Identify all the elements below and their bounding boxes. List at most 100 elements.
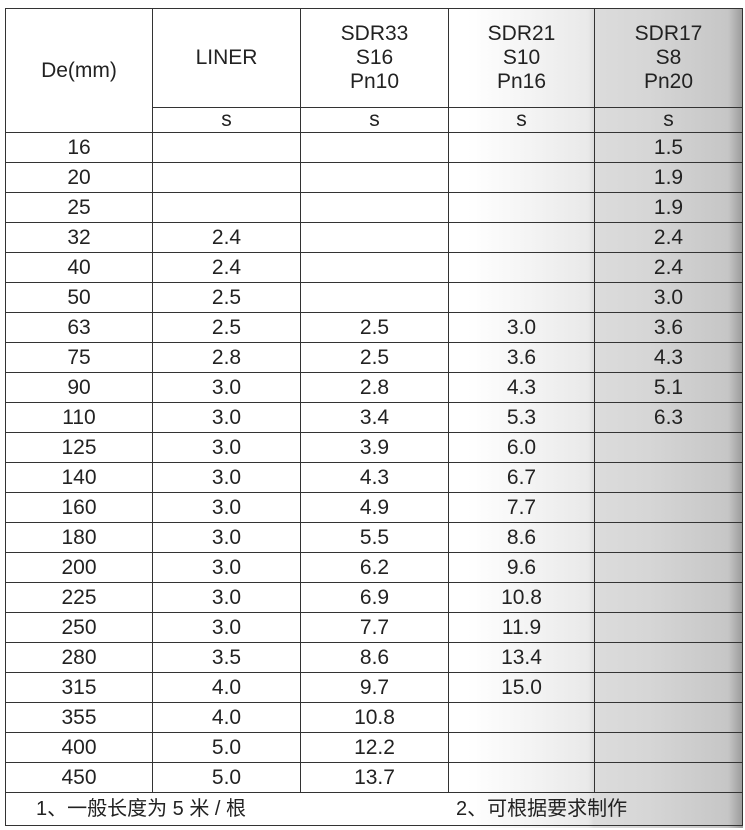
- table-row: 200 3.0 6.2 9.6: [5, 552, 743, 583]
- s-label: S16: [355, 46, 394, 69]
- cell-de: 315: [5, 672, 153, 703]
- cell-de: 110: [5, 402, 153, 433]
- cell-sdr17: [594, 522, 743, 553]
- cell-sdr21: 3.0: [448, 312, 595, 343]
- cell-sdr33: 6.9: [300, 582, 449, 613]
- cell-sdr21: 13.4: [448, 642, 595, 673]
- table-row: 110 3.0 3.4 5.3 6.3: [5, 402, 743, 433]
- cell-liner: 4.0: [152, 672, 301, 703]
- cell-de: 40: [5, 252, 153, 283]
- sdr-label: SDR21: [487, 22, 556, 45]
- footer-notes: 1、一般长度为 5 米 / 根 2、可根据要求制作: [5, 792, 743, 826]
- cell-sdr17: 2.4: [594, 222, 743, 253]
- cell-de: 63: [5, 312, 153, 343]
- cell-sdr33: [300, 132, 449, 163]
- cell-sdr17: 1.9: [594, 162, 743, 193]
- table-row: 355 4.0 10.8: [5, 702, 743, 733]
- cell-sdr33: 10.8: [300, 702, 449, 733]
- cell-sdr21: 15.0: [448, 672, 595, 703]
- pn-label: Pn20: [643, 70, 694, 93]
- cell-liner: 2.8: [152, 342, 301, 373]
- cell-de: 50: [5, 282, 153, 313]
- cell-sdr21: [448, 162, 595, 193]
- header-sdr33: SDR33 S16 Pn10: [300, 8, 449, 108]
- cell-sdr33: 4.9: [300, 492, 449, 523]
- cell-liner: 3.0: [152, 402, 301, 433]
- cell-sdr21: [448, 252, 595, 283]
- cell-de: 200: [5, 552, 153, 583]
- cell-de: 90: [5, 372, 153, 403]
- cell-sdr21: 4.3: [448, 372, 595, 403]
- cell-sdr17: 1.9: [594, 192, 743, 223]
- table-row: 400 5.0 12.2: [5, 732, 743, 763]
- table-row: 450 5.0 13.7: [5, 762, 743, 793]
- header-liner: LINER: [152, 8, 301, 108]
- table-row: 16 1.5: [5, 132, 743, 163]
- cell-sdr33: [300, 252, 449, 283]
- cell-sdr21: [448, 762, 595, 793]
- cell-sdr21: [448, 282, 595, 313]
- note-custom: 2、可根据要求制作: [456, 798, 628, 820]
- cell-sdr21: [448, 132, 595, 163]
- cell-de: 160: [5, 492, 153, 523]
- cell-sdr21: 7.7: [448, 492, 595, 523]
- cell-liner: 3.0: [152, 372, 301, 403]
- table-row: 50 2.5 3.0: [5, 282, 743, 313]
- table-row: 280 3.5 8.6 13.4: [5, 642, 743, 673]
- cell-sdr33: 8.6: [300, 642, 449, 673]
- cell-sdr33: 3.4: [300, 402, 449, 433]
- table-row: 25 1.9: [5, 192, 743, 223]
- cell-liner: 5.0: [152, 762, 301, 793]
- table-row: 75 2.8 2.5 3.6 4.3: [5, 342, 743, 373]
- cell-sdr33: 3.9: [300, 432, 449, 463]
- cell-de: 20: [5, 162, 153, 193]
- table-row: 125 3.0 3.9 6.0: [5, 432, 743, 463]
- pn-label: Pn10: [349, 70, 400, 93]
- table-row: 63 2.5 2.5 3.0 3.6: [5, 312, 743, 343]
- cell-de: 140: [5, 462, 153, 493]
- cell-sdr17: 3.0: [594, 282, 743, 313]
- cell-sdr33: 5.5: [300, 522, 449, 553]
- cell-liner: 3.0: [152, 552, 301, 583]
- cell-sdr33: [300, 192, 449, 223]
- cell-sdr33: [300, 222, 449, 253]
- cell-sdr33: [300, 162, 449, 193]
- cell-liner: 2.5: [152, 312, 301, 343]
- cell-sdr17: [594, 492, 743, 523]
- sdr-label: SDR17: [634, 22, 703, 45]
- table-row: 32 2.4 2.4: [5, 222, 743, 253]
- cell-liner: [152, 132, 301, 163]
- cell-de: 225: [5, 582, 153, 613]
- cell-sdr33: 4.3: [300, 462, 449, 493]
- cell-liner: 2.4: [152, 222, 301, 253]
- cell-sdr21: [448, 222, 595, 253]
- cell-sdr17: [594, 672, 743, 703]
- cell-sdr21: 10.8: [448, 582, 595, 613]
- cell-sdr17: 4.3: [594, 342, 743, 373]
- cell-sdr17: 2.4: [594, 252, 743, 283]
- cell-de: 400: [5, 732, 153, 763]
- table-row: 160 3.0 4.9 7.7: [5, 492, 743, 523]
- unit-liner: s: [152, 107, 301, 133]
- cell-sdr17: [594, 732, 743, 763]
- cell-sdr33: 12.2: [300, 732, 449, 763]
- cell-sdr21: 8.6: [448, 522, 595, 553]
- cell-de: 450: [5, 762, 153, 793]
- cell-sdr17: [594, 642, 743, 673]
- cell-de: 355: [5, 702, 153, 733]
- cell-de: 280: [5, 642, 153, 673]
- cell-sdr21: 11.9: [448, 612, 595, 643]
- cell-sdr21: 5.3: [448, 402, 595, 433]
- header-de: De(mm): [5, 8, 153, 133]
- cell-sdr17: [594, 612, 743, 643]
- unit-sdr33: s: [300, 107, 449, 133]
- cell-sdr33: 13.7: [300, 762, 449, 793]
- cell-sdr33: 2.8: [300, 372, 449, 403]
- header-sdr17: SDR17 S8 Pn20: [594, 8, 743, 108]
- cell-de: 75: [5, 342, 153, 373]
- cell-sdr17: [594, 552, 743, 583]
- cell-sdr17: [594, 762, 743, 793]
- unit-sdr17: s: [594, 107, 743, 133]
- cell-sdr17: [594, 582, 743, 613]
- cell-sdr33: 9.7: [300, 672, 449, 703]
